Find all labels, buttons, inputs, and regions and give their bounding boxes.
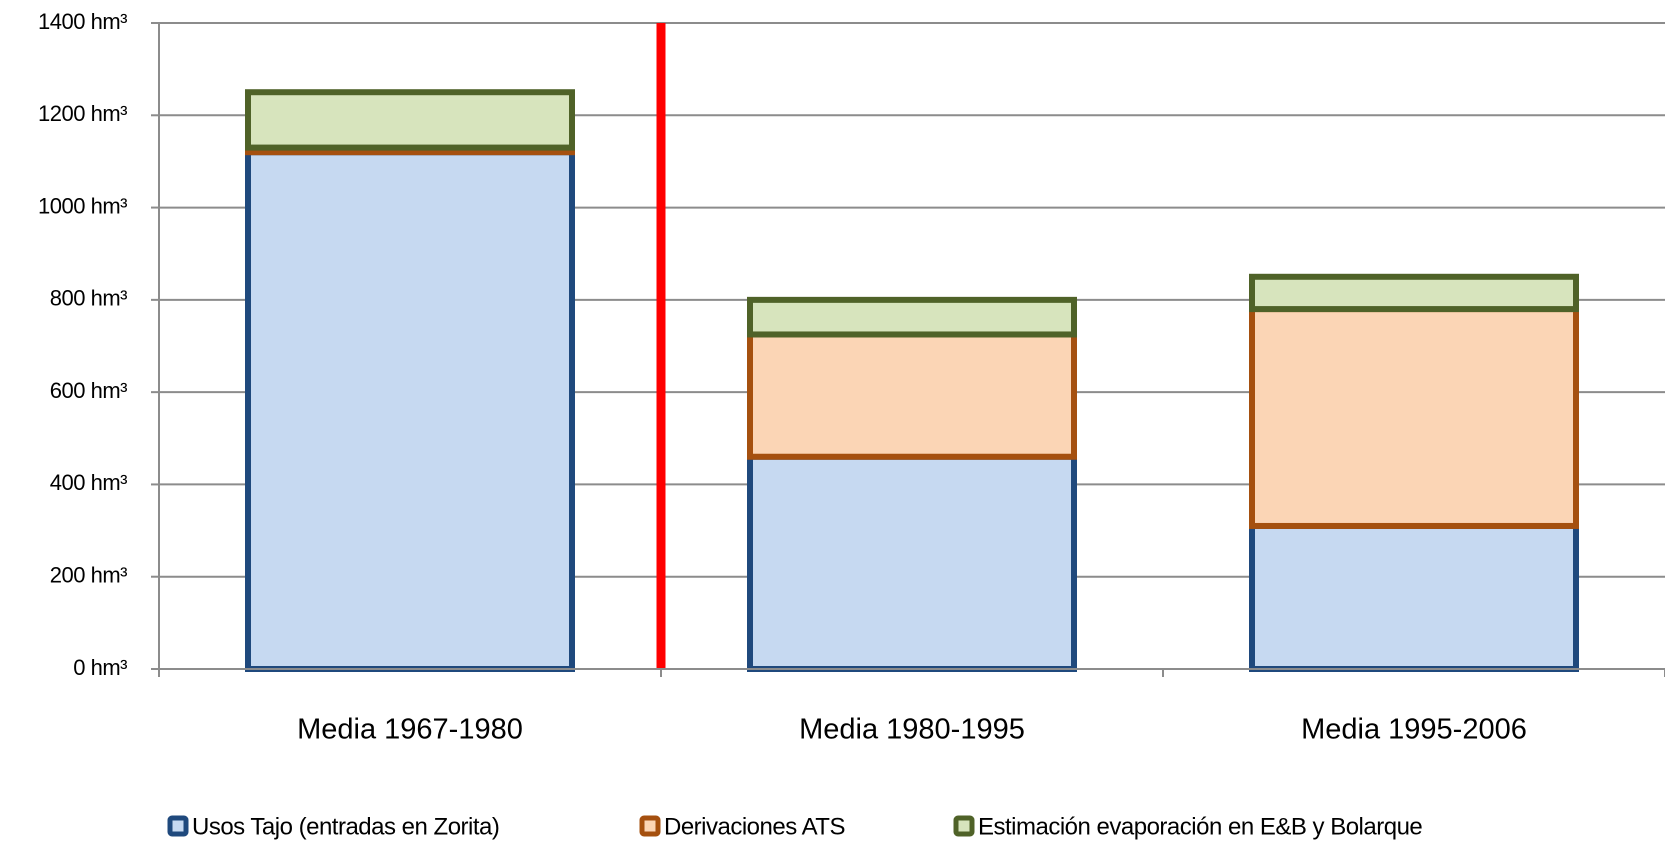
bar-segment <box>1249 306 1579 529</box>
legend-marker <box>953 815 975 837</box>
y-tick-label: 600 hm³ <box>50 378 127 403</box>
bar-segment <box>747 296 1077 338</box>
axes: 0 hm³ 200 hm³ 400 hm³ 600 hm³ 800 hm³ 1000 hm… <box>38 9 1665 746</box>
y-tick-label: 800 hm³ <box>50 286 127 311</box>
bar-segment <box>747 453 1077 672</box>
legend-marker <box>639 815 661 837</box>
x-tick-label: Media 1967-1980 <box>297 714 523 746</box>
bar-segment <box>245 149 575 672</box>
legend-label: Derivaciones ATS <box>664 813 845 840</box>
bar-segment <box>1249 522 1579 673</box>
x-tick-label: Media 1980-1995 <box>799 714 1025 746</box>
legend-marker <box>167 815 189 837</box>
y-tick-label: 1000 hm³ <box>38 193 127 218</box>
y-tick-label: 1200 hm³ <box>38 101 127 126</box>
y-tick-label: 400 hm³ <box>50 470 127 495</box>
legend: Usos Tajo (entradas en Zorita) Derivacion… <box>167 813 1423 840</box>
y-tick-label: 0 hm³ <box>73 655 127 680</box>
bars <box>245 89 1579 673</box>
legend-label: Estimación evaporación en E&B y Bolarque <box>978 813 1422 840</box>
bar-segment <box>747 331 1077 460</box>
bar-segment <box>1249 273 1579 313</box>
bar-segment <box>245 89 575 151</box>
y-tick-label: 200 hm³ <box>50 563 127 588</box>
legend-label: Usos Tajo (entradas en Zorita) <box>192 813 499 840</box>
x-tick-label: Media 1995-2006 <box>1301 714 1527 746</box>
y-tick-label: 1400 hm³ <box>38 9 127 34</box>
